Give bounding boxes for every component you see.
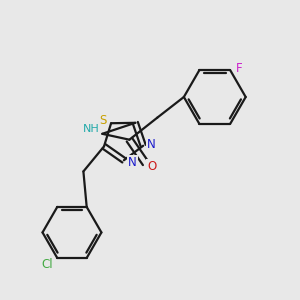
Text: F: F xyxy=(236,62,243,75)
Text: N: N xyxy=(147,138,156,151)
Text: Cl: Cl xyxy=(41,258,53,271)
Text: S: S xyxy=(99,114,106,128)
Text: NH: NH xyxy=(83,124,100,134)
Text: O: O xyxy=(147,160,157,173)
Text: N: N xyxy=(128,156,137,169)
